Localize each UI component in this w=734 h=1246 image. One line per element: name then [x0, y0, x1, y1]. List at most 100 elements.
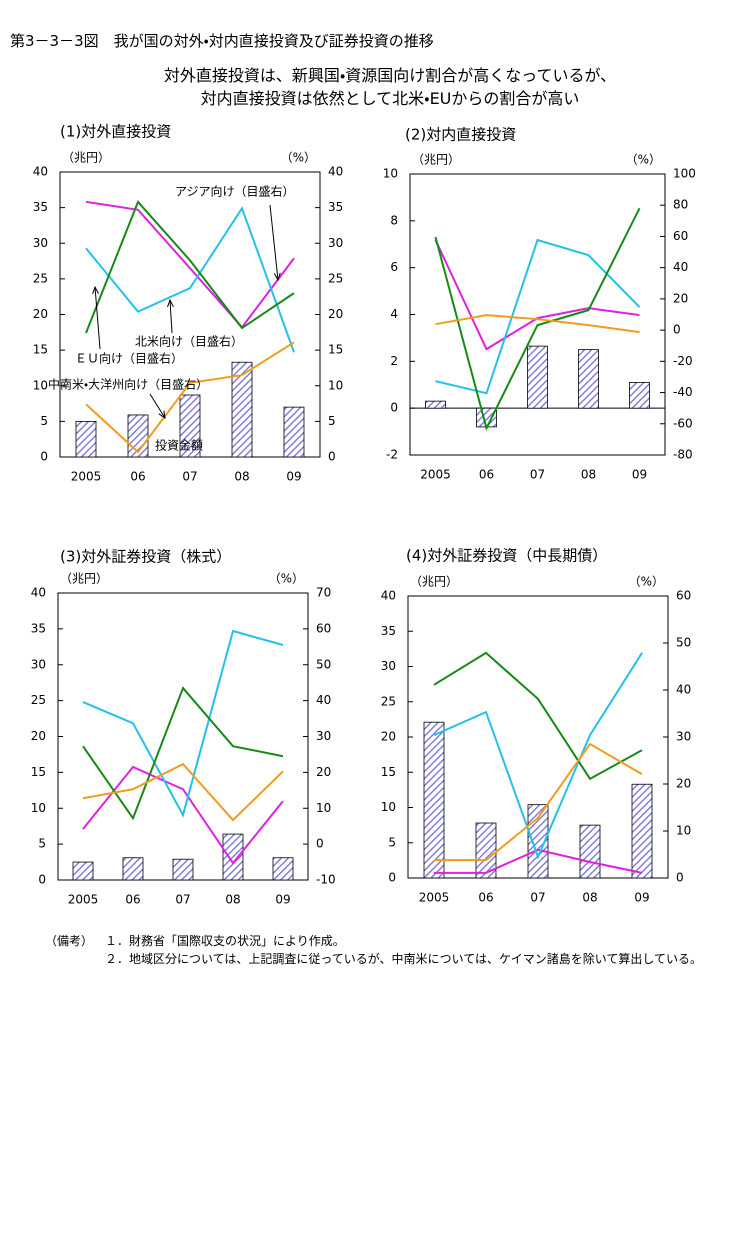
y-tick-label: 20 [381, 730, 396, 744]
y2-axis-unit: （%） [281, 151, 316, 165]
label-arrow [95, 287, 101, 350]
note: ２．地域区分については、上記調査に従っているが、中南米については、ケイマン諸島を… [105, 952, 703, 966]
x-tick-label: 07 [530, 468, 545, 482]
x-tick-label: 06 [479, 468, 494, 482]
bar [272, 857, 294, 881]
chart: (1)対外直接投資 （兆円） （%） 0 5 10 15 20 25 30 35 40 0 5 10 15 20… [33, 123, 344, 484]
y2-tick-label: 0 [316, 837, 324, 851]
notes-label: （備考） [45, 934, 94, 948]
series-label: アジア向け（目盛右） [175, 184, 295, 199]
x-tick-label: 07 [182, 470, 197, 484]
line-series [85, 206, 295, 353]
line-series [85, 200, 295, 329]
chart: (2)対内直接投資（兆円） （%）-20246810-80-60-40-20020… [383, 126, 696, 482]
y-tick-label: 0 [38, 873, 46, 887]
y-tick-label: 30 [33, 236, 48, 250]
subtitle-line: 対外直接投資は、新興国・資源国向け割合が高くなっているが、 [163, 66, 617, 85]
y2-tick-label: 60 [316, 621, 331, 635]
y-tick-label: 25 [33, 271, 48, 285]
y-tick-label: -2 [386, 448, 398, 462]
y2-tick-label: 30 [676, 730, 691, 744]
charts: (1)対外直接投資（兆円） （%）051015202530354005101520… [31, 123, 696, 907]
x-tick-label: 2005 [68, 893, 99, 907]
y-tick-label: 20 [31, 729, 46, 743]
y2-tick-label: 5 [328, 414, 336, 428]
y-tick-label: 0 [390, 401, 398, 415]
y-tick-label: 30 [381, 659, 396, 673]
notes-items: １．財務省「国際収支の状況」により作成。 ２．地域区分については、上記調査に従っ… [105, 932, 705, 968]
bar [179, 394, 201, 458]
y2-tick-label: 40 [673, 260, 688, 274]
line-series [82, 686, 284, 821]
y-tick-label: 5 [40, 414, 48, 428]
bar [283, 406, 305, 458]
y-tick-label: 15 [381, 765, 396, 779]
y-tick-label: 15 [33, 343, 48, 357]
chart-title: (4)対外証券投資（中長期債） [406, 547, 607, 565]
y-tick-label: 2 [390, 354, 398, 368]
y2-tick-label: 80 [673, 198, 688, 212]
chart-title: (3)対外証券投資（株式） [60, 548, 231, 566]
y2-tick-label: 10 [328, 378, 343, 392]
line-series [435, 314, 640, 334]
bar [476, 407, 497, 428]
x-tick-label: 09 [286, 470, 301, 484]
x-tick-label: 09 [275, 893, 290, 907]
line-series [85, 200, 295, 334]
x-tick-label: 08 [581, 468, 596, 482]
y-tick-label: 10 [33, 378, 48, 392]
y-tick-label: 8 [390, 213, 398, 227]
y-tick-label: 0 [40, 450, 48, 464]
y2-tick-label: 35 [328, 200, 343, 214]
y-tick-label: 20 [33, 307, 48, 321]
series-label: ＥＵ向け（目盛右） [75, 351, 183, 366]
bar [222, 833, 244, 881]
x-tick-label: 08 [225, 893, 240, 907]
bar [629, 382, 650, 409]
series-label: 投資金額 [155, 438, 203, 453]
line-series [435, 238, 641, 395]
y2-tick-label: -20 [673, 354, 693, 368]
x-tick-label: 09 [634, 891, 649, 905]
chart: (3)対外証券投資（株式） （兆円） （%） 0 5 10 15 20 25 30 35 40 -10 0… [31, 548, 336, 907]
bar [423, 721, 445, 879]
y2-tick-label: 60 [673, 229, 688, 243]
y-axis-unit: （兆円） [410, 575, 458, 589]
y2-tick-label: 0 [673, 323, 681, 337]
x-tick-label: 2005 [420, 468, 451, 482]
line-series [85, 341, 295, 454]
y-axis-unit: （兆円） [60, 572, 108, 586]
bar [527, 345, 548, 409]
y2-tick-label: 0 [676, 871, 684, 885]
y-tick-label: 10 [381, 800, 396, 814]
y2-tick-label: 15 [328, 343, 343, 357]
chart-title: (2)対内直接投資 [405, 126, 516, 144]
x-tick-label: 2005 [71, 470, 102, 484]
y-tick-label: 5 [38, 837, 46, 851]
y2-tick-label: 0 [328, 450, 336, 464]
bar [631, 783, 653, 879]
y2-tick-label: 20 [673, 291, 688, 305]
x-tick-label: 08 [234, 470, 249, 484]
y2-tick-label: 10 [316, 801, 331, 815]
plot-frame [409, 173, 666, 456]
series-label: 北米向け（目盛右） [135, 334, 243, 349]
y2-axis-unit: （%） [629, 575, 664, 589]
y-tick-label: 6 [390, 260, 398, 274]
line-series [434, 239, 640, 351]
x-tick-label: 07 [175, 893, 190, 907]
chart: (4)対外証券投資（中長期債） （兆円） （%） 0 5 10 15 20 25 30 35 40 0 1… [381, 547, 692, 905]
y2-tick-label: 40 [676, 683, 691, 697]
y-tick-label: 35 [381, 624, 396, 638]
y2-tick-label: 60 [676, 589, 691, 603]
y-tick-label: 35 [33, 200, 48, 214]
y-tick-label: 5 [388, 835, 396, 849]
y2-axis-unit: （%） [626, 153, 661, 167]
bar [425, 400, 446, 409]
bar [578, 349, 599, 409]
subtitle: 対外直接投資は、新興国・資源国向け割合が高くなっているが、 対内直接投資は依然と… [100, 64, 680, 110]
bar [579, 824, 601, 879]
y2-tick-label: 50 [316, 657, 331, 671]
y2-tick-label: -40 [673, 385, 693, 399]
